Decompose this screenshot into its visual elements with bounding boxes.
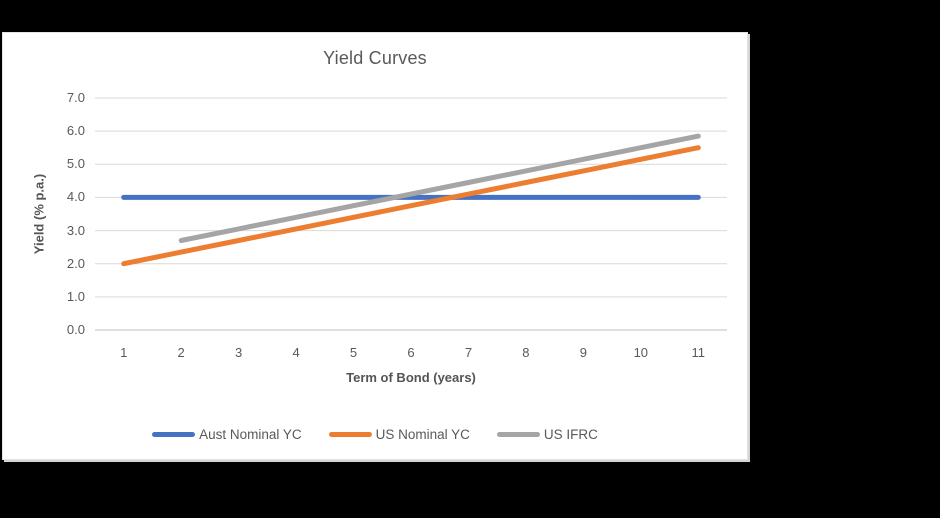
x-tick-label: 7 bbox=[464, 345, 473, 360]
plot-canvas bbox=[95, 97, 727, 331]
y-tick-label: 3.0 bbox=[66, 222, 85, 238]
legend-item-aust-nominal-yc: Aust Nominal YC bbox=[152, 427, 302, 442]
x-tick-label: 8 bbox=[522, 345, 530, 360]
x-tick-label: 3 bbox=[235, 345, 243, 360]
y-tick-label: 7.0 bbox=[66, 90, 85, 105]
x-tick-label: 6 bbox=[407, 345, 415, 360]
x-tick-label: 10 bbox=[633, 345, 649, 360]
x-axis-title: Term of Bond (years) bbox=[346, 370, 476, 385]
y-tick-label: 0.0 bbox=[66, 322, 85, 337]
y-axis-title: Yield (% p.a.) bbox=[31, 173, 47, 255]
x-tick-label: 1 bbox=[120, 345, 128, 360]
y-tick-label: 6.0 bbox=[66, 123, 85, 139]
series-line-us-nominal-yc bbox=[121, 145, 701, 267]
legend-label: US IFRC bbox=[543, 427, 598, 442]
y-tick-label: 5.0 bbox=[66, 156, 85, 172]
chart-legend: Aust Nominal YC US Nominal YC US IFRC bbox=[3, 427, 747, 442]
legend-line-swatch bbox=[152, 432, 196, 437]
y-tick-label: 2.0 bbox=[66, 255, 85, 271]
x-tick-label: 11 bbox=[691, 345, 706, 360]
y-tick-label: 1.0 bbox=[66, 288, 85, 304]
legend-line-swatch bbox=[496, 432, 540, 437]
x-tick-label: 9 bbox=[579, 345, 587, 360]
legend-item-us-nominal-yc: US Nominal YC bbox=[328, 427, 470, 442]
x-tick-label: 4 bbox=[292, 345, 300, 360]
yield-curves-chart[interactable]: Yield Curves 0.0 1.0 2.0 3.0 4.0 5.0 6.0 7.0 1 2… bbox=[2, 32, 748, 460]
x-tick-label: 5 bbox=[349, 345, 358, 360]
legend-label: US Nominal YC bbox=[375, 427, 470, 442]
x-tick-label: 2 bbox=[177, 345, 185, 360]
chart-title: Yield Curves bbox=[323, 48, 427, 68]
series-line-us-ifrc bbox=[178, 133, 701, 243]
legend-label: Aust Nominal YC bbox=[199, 427, 302, 442]
legend-item-us-ifrc: US IFRC bbox=[496, 427, 598, 442]
y-tick-label: 4.0 bbox=[66, 189, 85, 205]
legend-line-swatch bbox=[328, 432, 372, 437]
